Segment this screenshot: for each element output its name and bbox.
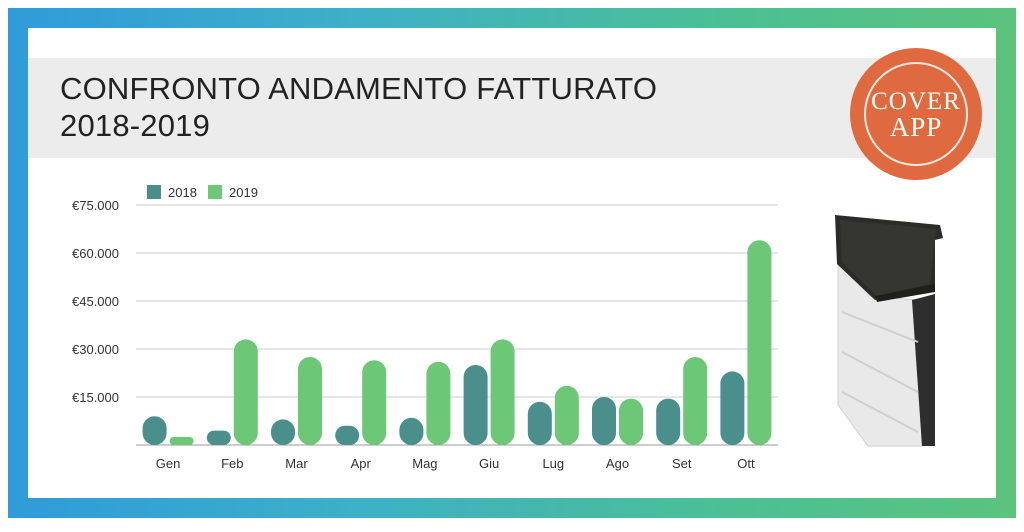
- x-tick-label: Gen: [156, 456, 181, 471]
- product-side-face: [912, 294, 935, 446]
- bar-2018-feb: [206, 430, 231, 445]
- chart-legend: 2018 2019: [147, 185, 258, 200]
- grid-layer: [136, 204, 778, 446]
- logo-ring: [864, 62, 968, 166]
- y-tick-label: €30.000: [72, 342, 119, 357]
- legend-label-2019: 2019: [229, 185, 258, 200]
- logo-text-line-1: COVER: [871, 88, 961, 115]
- x-tick-label: Ott: [737, 456, 755, 471]
- y-tick-label: €60.000: [72, 246, 119, 261]
- bars-layer: [142, 240, 772, 445]
- bar-2019-set: [683, 357, 708, 445]
- bar-2018-mag: [399, 417, 424, 445]
- y-tick-label: €75.000: [72, 198, 119, 213]
- x-tick-label: Set: [672, 456, 692, 471]
- y-tick-label: €15.000: [72, 390, 119, 405]
- bar-2019-apr: [362, 360, 387, 445]
- product-groove-1: [841, 311, 919, 343]
- bar-2019-ago: [619, 398, 643, 445]
- product-image: [835, 215, 943, 447]
- bar-2018-apr: [335, 425, 360, 445]
- product-stone-edge: [875, 284, 935, 302]
- labels-layer: €15.000 €30.000 €45.000 €60.000 €75.000 Gen Fe…: [72, 198, 755, 471]
- legend-swatch-2018: [147, 185, 161, 199]
- bar-2018-giu: [463, 365, 488, 445]
- bar-2019-gen: [169, 437, 194, 445]
- x-tick-label: Mar: [285, 456, 308, 471]
- bar-2018-mar: [271, 419, 295, 445]
- content-area: CONFRONTO ANDAMENTO FATTURATO 2018-2019 …: [28, 28, 996, 498]
- bar-2019-feb: [233, 339, 258, 445]
- bar-2018-lug: [527, 401, 552, 445]
- bar-2019-mar: [298, 357, 322, 445]
- y-tick-label: €45.000: [72, 294, 119, 309]
- bar-2018-ago: [592, 397, 616, 445]
- x-tick-label: Ago: [606, 456, 629, 471]
- product-groove-2: [841, 351, 919, 393]
- x-tick-label: Mag: [412, 456, 437, 471]
- x-tick-label: Feb: [221, 456, 243, 471]
- title-line-2: 2018-2019: [60, 108, 211, 143]
- product-groove-3: [841, 391, 919, 433]
- product-stone-texture: [840, 220, 936, 296]
- legend-swatch-2019: [208, 185, 222, 199]
- x-tick-label: Apr: [351, 456, 372, 471]
- bar-2019-mag: [426, 361, 451, 445]
- x-tick-label: Giu: [479, 456, 499, 471]
- bar-2019-ott: [747, 240, 772, 445]
- page-title: CONFRONTO ANDAMENTO FATTURATO 2018-2019: [60, 70, 657, 144]
- cover-app-logo: COVER APP: [850, 48, 982, 180]
- bar-2018-set: [656, 398, 681, 445]
- bar-2019-giu: [490, 339, 515, 445]
- legend-label-2018: 2018: [168, 185, 197, 200]
- bar-2018-ott: [720, 371, 745, 445]
- bar-2018-gen: [142, 416, 167, 445]
- x-tick-label: Lug: [542, 456, 564, 471]
- bar-2019-lug: [554, 385, 579, 445]
- title-line-1: CONFRONTO ANDAMENTO FATTURATO: [60, 71, 658, 106]
- logo-text-line-2: APP: [889, 112, 943, 142]
- title-band: [28, 58, 996, 158]
